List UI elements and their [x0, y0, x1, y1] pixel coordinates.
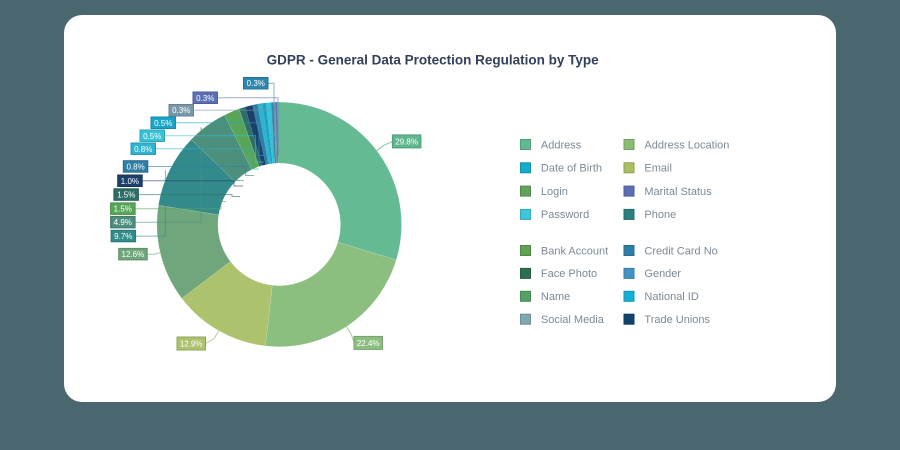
svg-text:9.7%: 9.7% — [114, 232, 132, 241]
svg-text:1.5%: 1.5% — [114, 205, 132, 214]
svg-text:Bank Account: Bank Account — [541, 245, 608, 257]
svg-text:29.8%: 29.8% — [395, 138, 418, 147]
svg-text:Address: Address — [541, 139, 582, 151]
svg-text:22.4%: 22.4% — [357, 339, 380, 348]
svg-text:Social Media: Social Media — [541, 314, 605, 326]
svg-text:Phone: Phone — [644, 209, 676, 221]
svg-text:Date of Birth: Date of Birth — [541, 163, 602, 175]
svg-text:0.3%: 0.3% — [247, 79, 265, 88]
svg-text:Name: Name — [541, 291, 570, 303]
svg-text:Credit Card No: Credit Card No — [644, 245, 717, 257]
svg-text:0.8%: 0.8% — [134, 145, 152, 154]
svg-text:0.5%: 0.5% — [154, 119, 172, 128]
svg-text:Email: Email — [644, 163, 672, 175]
svg-text:0.8%: 0.8% — [126, 162, 144, 171]
svg-text:Marital Status: Marital Status — [644, 186, 712, 198]
svg-text:1.5%: 1.5% — [117, 191, 135, 200]
svg-text:12.6%: 12.6% — [122, 250, 145, 259]
svg-text:0.3%: 0.3% — [196, 94, 214, 103]
svg-text:0.5%: 0.5% — [143, 132, 161, 141]
svg-text:Address Location: Address Location — [644, 139, 729, 151]
svg-text:Login: Login — [541, 186, 568, 198]
svg-text:1.0%: 1.0% — [121, 177, 139, 186]
svg-text:GDPR - General Data Protection: GDPR - General Data Protection Regulatio… — [267, 53, 600, 68]
svg-text:Password: Password — [541, 209, 589, 221]
svg-text:National ID: National ID — [644, 291, 698, 303]
svg-text:12.9%: 12.9% — [180, 340, 203, 349]
svg-text:Face Photo: Face Photo — [541, 268, 597, 280]
svg-text:4.9%: 4.9% — [114, 218, 132, 227]
svg-text:0.3%: 0.3% — [172, 106, 190, 115]
svg-text:Gender: Gender — [644, 268, 681, 280]
svg-text:Trade Unions: Trade Unions — [644, 314, 710, 326]
